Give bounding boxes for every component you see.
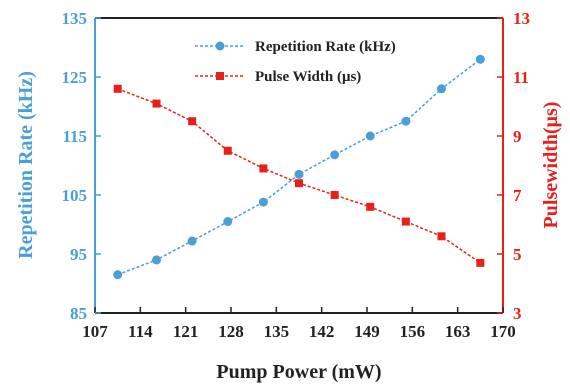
legend-marker-repetition-rate: [215, 41, 225, 51]
left-y-tick-label: 115: [62, 127, 87, 146]
data-point-pulse-width: [223, 146, 232, 155]
data-point-repetition-rate: [401, 116, 411, 126]
x-tick-label: 135: [264, 322, 290, 341]
data-point-repetition-rate: [113, 270, 123, 280]
data-point-pulse-width: [330, 191, 339, 199]
x-tick-label: 107: [82, 322, 108, 341]
x-tick-label: 142: [309, 322, 335, 341]
data-point-pulse-width: [113, 84, 122, 93]
right-y-tick-label: 13: [513, 9, 530, 28]
data-point-pulse-width: [295, 179, 303, 188]
left-y-axis-title: Repetition Rate (kHz): [15, 71, 37, 259]
legend: Repetition Rate (kHz) Pulse Width (μs): [195, 39, 396, 85]
data-point-repetition-rate: [475, 54, 485, 64]
x-tick-label: 156: [400, 322, 426, 341]
right-y-axis-title: Pulsewidth(μs): [540, 102, 562, 229]
series-layer: [113, 54, 485, 280]
x-tick-label: 114: [128, 322, 153, 341]
left-y-tick-label: 125: [62, 68, 88, 87]
data-point-repetition-rate: [330, 150, 340, 160]
right-y-tick-label: 3: [513, 304, 522, 323]
left-y-tick-label: 135: [62, 9, 88, 28]
series-line-repetition-rate: [117, 58, 481, 276]
data-point-pulse-width: [366, 202, 375, 211]
left-y-tick-label: 95: [70, 245, 87, 264]
x-tick-label: 128: [218, 322, 244, 341]
ticks: 107 114 121 128 135 142 149 156 163 1708595105115…: [62, 9, 531, 341]
legend-label-pulse-width: Pulse Width (μs): [255, 69, 361, 85]
data-point-repetition-rate: [223, 217, 233, 227]
right-y-tick-label: 7: [513, 186, 522, 205]
data-point-repetition-rate: [294, 169, 304, 179]
legend-label-repetition-rate: Repetition Rate (kHz): [255, 39, 396, 55]
data-point-repetition-rate: [187, 236, 197, 246]
data-point-pulse-width: [259, 164, 268, 173]
data-point-repetition-rate: [152, 255, 162, 265]
left-y-tick-label: 105: [62, 186, 88, 205]
x-tick-label: 121: [173, 322, 199, 341]
data-point-pulse-width: [188, 117, 197, 126]
x-axis-title: Pump Power (mW): [216, 361, 381, 383]
data-point-repetition-rate: [258, 197, 268, 207]
data-point-pulse-width: [152, 99, 161, 108]
left-y-tick-label: 85: [70, 304, 87, 323]
x-tick-label: 149: [354, 322, 380, 341]
right-y-tick-label: 5: [513, 245, 522, 264]
data-point-pulse-width: [437, 232, 446, 241]
x-tick-label: 170: [490, 322, 516, 341]
data-point-repetition-rate: [365, 131, 375, 141]
data-point-pulse-width: [476, 258, 485, 267]
plot-frame: [94, 17, 504, 314]
data-point-repetition-rate: [436, 84, 446, 94]
legend-marker-pulse-width: [216, 72, 224, 80]
right-y-tick-label: 11: [513, 68, 529, 87]
right-y-tick-label: 9: [513, 127, 522, 146]
x-tick-label: 163: [445, 322, 471, 341]
data-point-pulse-width: [401, 217, 410, 226]
